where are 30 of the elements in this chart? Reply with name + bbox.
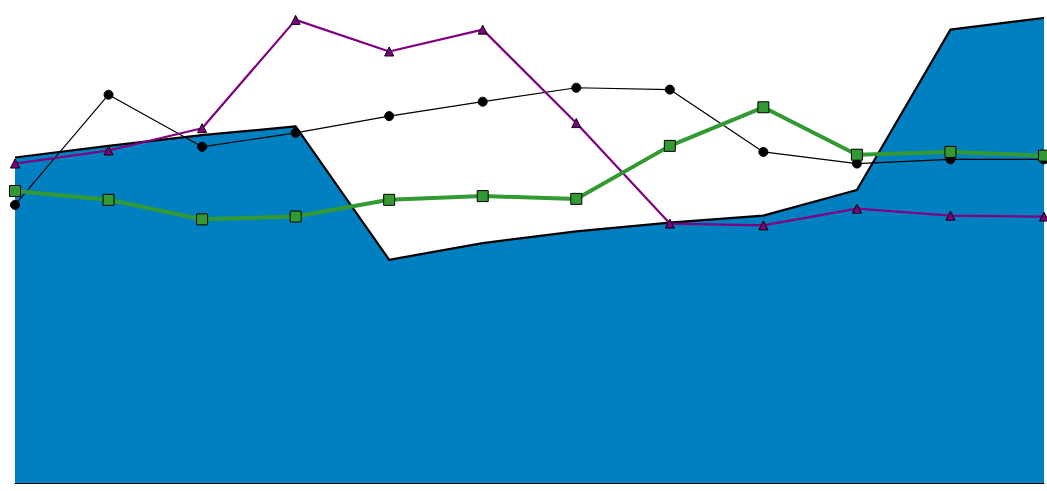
point	[850, 148, 863, 161]
point	[196, 213, 209, 226]
point	[290, 14, 301, 25]
point	[384, 111, 395, 122]
point	[664, 84, 675, 95]
point	[663, 139, 676, 152]
point	[9, 184, 21, 197]
point	[945, 210, 956, 221]
point	[757, 101, 770, 114]
point	[758, 220, 769, 231]
point	[571, 82, 582, 93]
point	[10, 158, 20, 169]
point	[477, 96, 488, 107]
point	[197, 141, 208, 152]
point	[664, 218, 675, 229]
point	[477, 24, 488, 35]
point	[103, 89, 114, 100]
point	[571, 118, 582, 129]
point	[290, 127, 301, 138]
point	[476, 190, 489, 203]
point	[570, 192, 583, 205]
point	[10, 199, 20, 210]
point	[851, 203, 862, 214]
point	[758, 146, 769, 157]
point	[197, 123, 208, 134]
point	[289, 210, 302, 223]
point	[383, 193, 396, 206]
point	[384, 46, 395, 57]
point	[944, 145, 957, 158]
point	[102, 193, 115, 206]
